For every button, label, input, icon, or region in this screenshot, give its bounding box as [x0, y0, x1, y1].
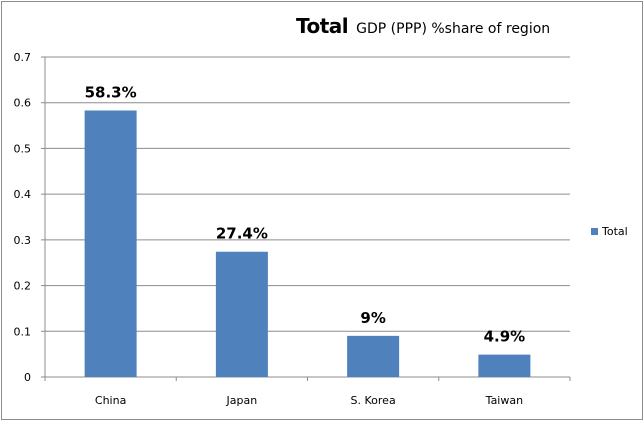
x-tick-label: Japan	[226, 394, 258, 407]
data-label: 9%	[360, 309, 385, 327]
legend: Total	[591, 225, 628, 238]
y-tick-label: 0.7	[14, 51, 32, 64]
bar-taiwan	[478, 354, 531, 377]
y-tick-label: 0.1	[14, 325, 32, 338]
bar-china	[84, 110, 137, 377]
legend-swatch	[591, 228, 598, 235]
chart-title-sub: GDP (PPP) %share of region	[356, 21, 551, 37]
bar-s-korea	[347, 335, 400, 377]
x-tick-label: S. Korea	[351, 394, 396, 407]
y-tick-label: 0	[24, 371, 31, 384]
chart-title: Total GDP (PPP) %share of region	[296, 14, 550, 38]
data-label: 27.4%	[216, 225, 268, 243]
y-tick-label: 0.5	[14, 142, 32, 155]
x-tick-label: Taiwan	[485, 394, 523, 407]
data-label: 4.9%	[484, 328, 526, 346]
y-tick-label: 0.2	[14, 280, 32, 293]
data-label: 58.3%	[85, 83, 137, 101]
bar-japan	[215, 251, 268, 377]
chart-title-main: Total	[296, 14, 349, 38]
y-tick-label: 0.4	[14, 188, 32, 201]
legend-label: Total	[602, 225, 628, 238]
y-tick-label: 0.3	[14, 234, 32, 247]
y-tick-label: 0.6	[14, 97, 32, 110]
x-tick-label: China	[95, 394, 126, 407]
